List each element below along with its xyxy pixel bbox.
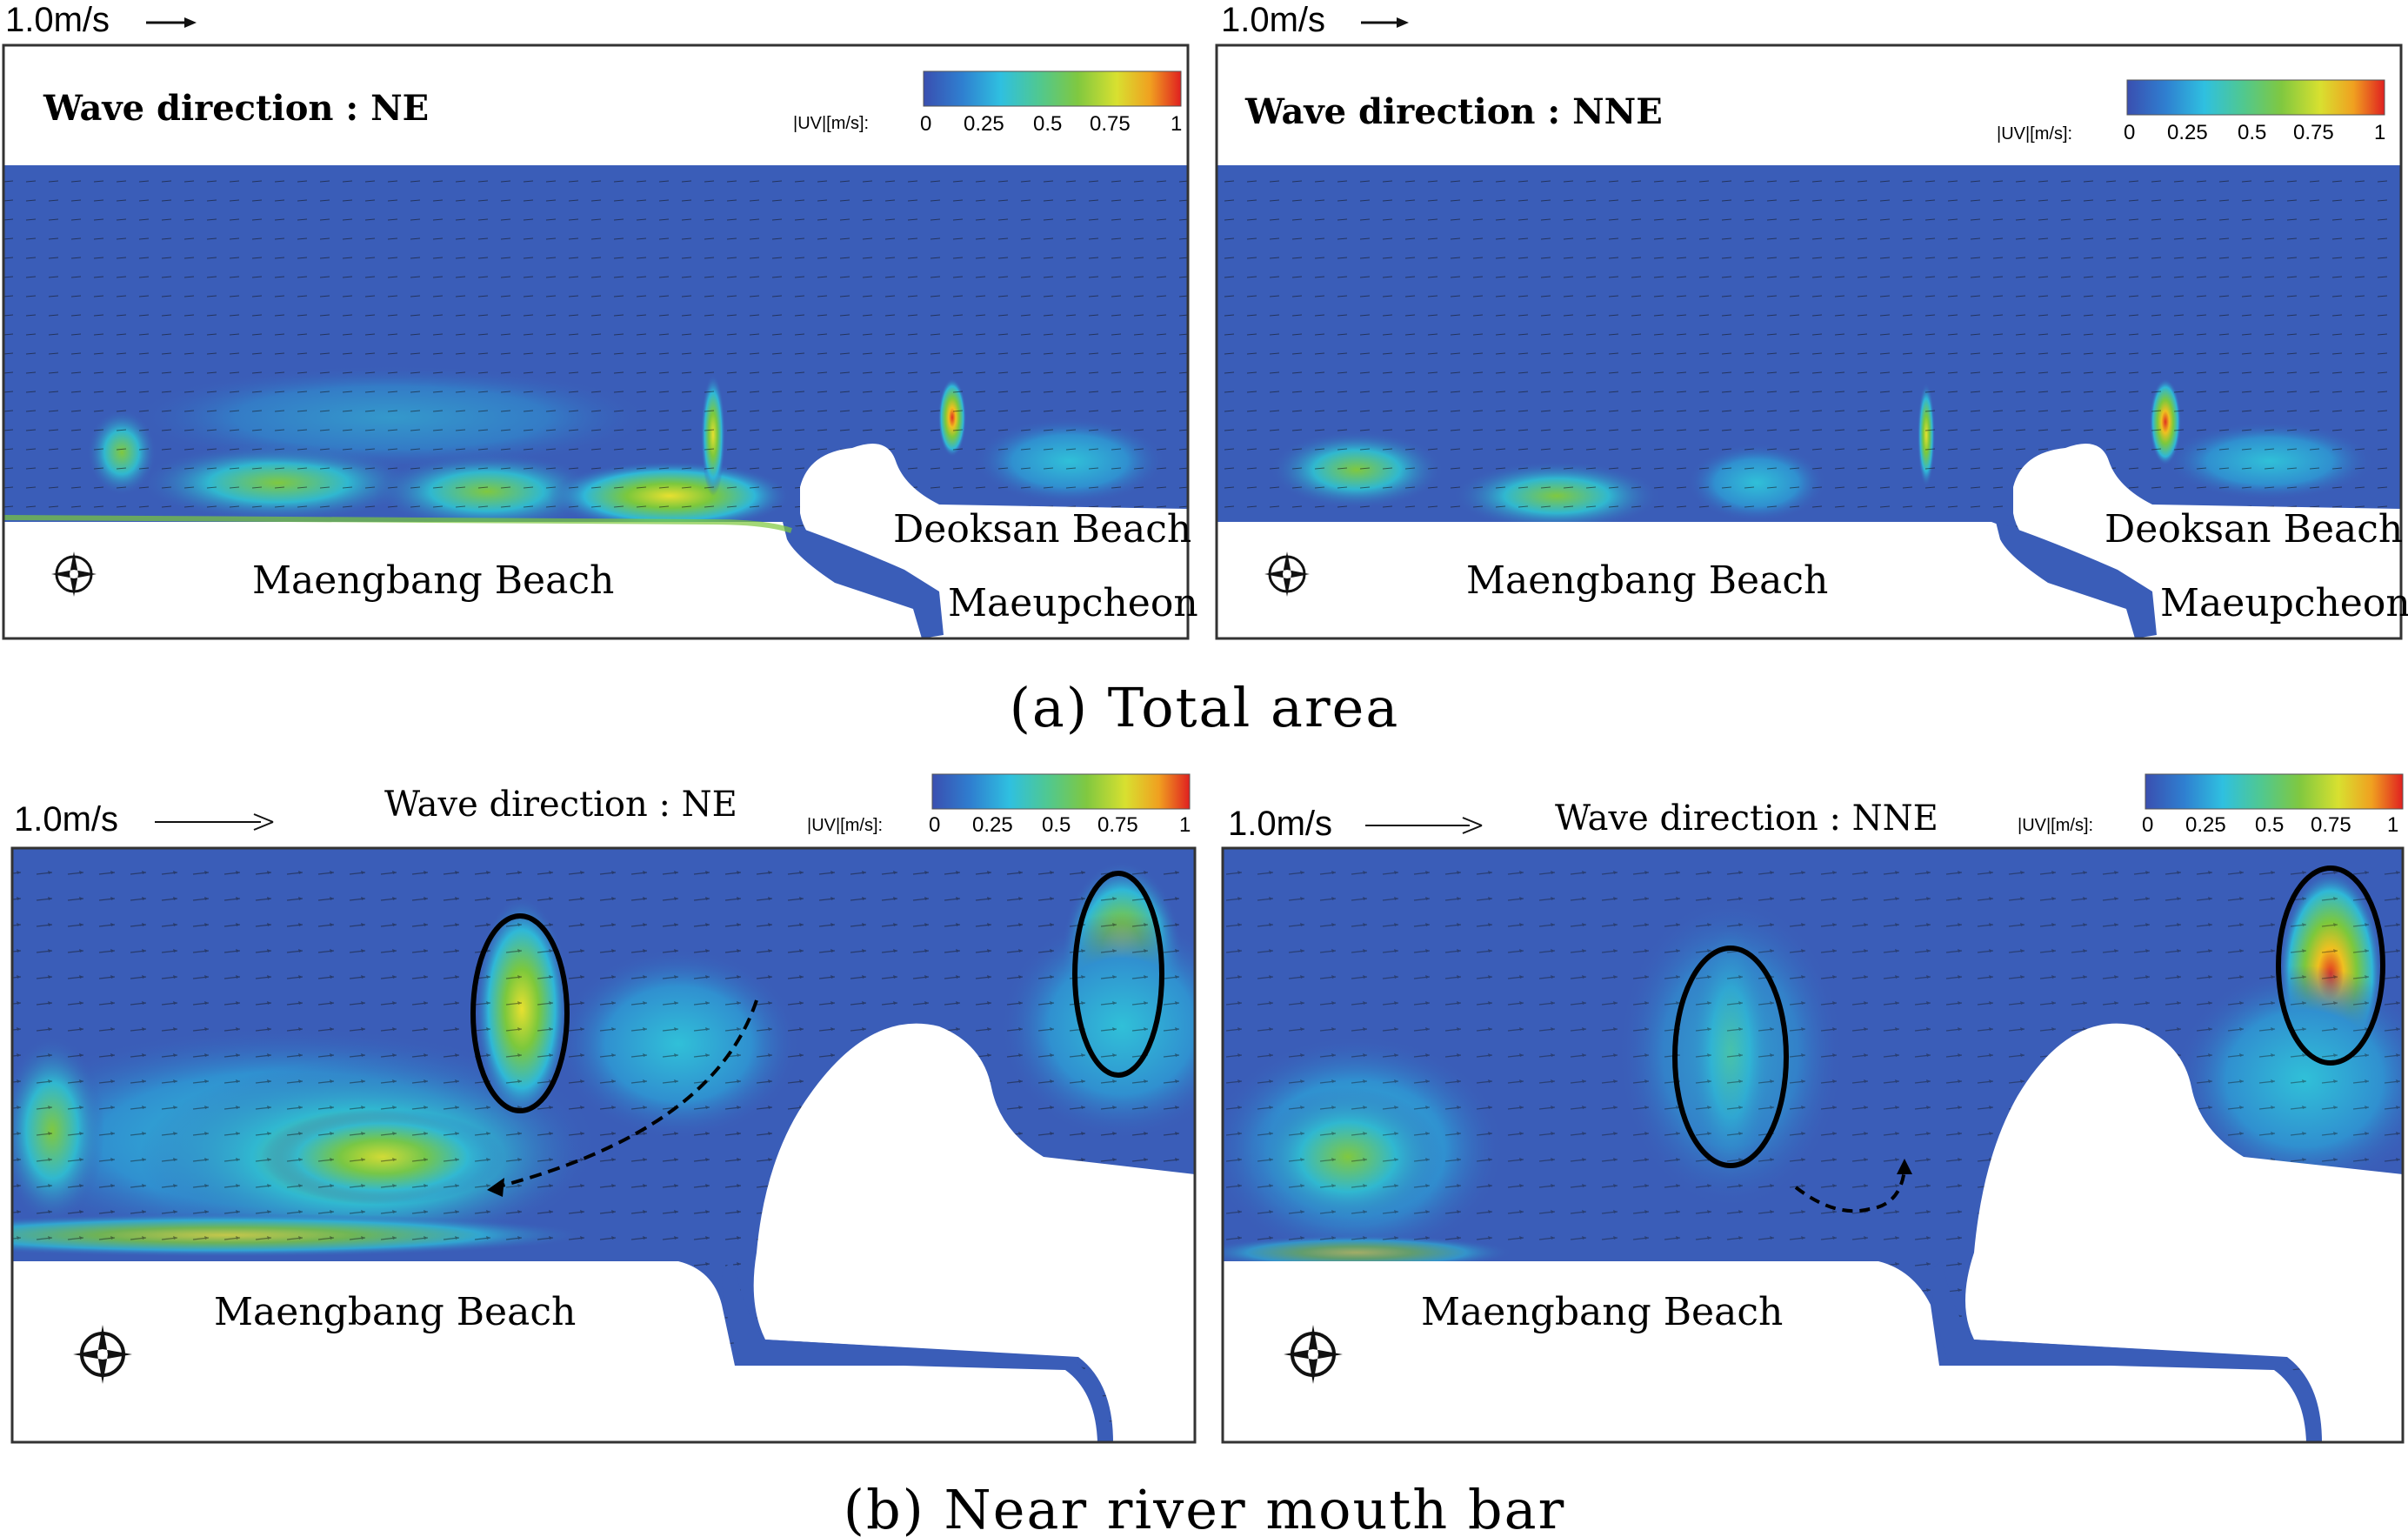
colorbar-tick: 1 (1179, 813, 1191, 837)
colorbar-tick: 0.5 (1042, 813, 1071, 837)
highlight-ellipse (1072, 871, 1164, 1078)
colorbar-tick: 0 (929, 813, 940, 837)
river-channel (783, 522, 944, 638)
colorbar-tick: 0.75 (2293, 121, 2334, 144)
river-channel (722, 1261, 1113, 1442)
highlight-ellipse (2276, 865, 2385, 1066)
scale-label: 1.0m/s (1228, 805, 1332, 843)
plot-frame (1221, 846, 2405, 1444)
place-label-maengbang: Maengbang Beach (1466, 558, 1828, 603)
compass-rose-icon (1264, 551, 1310, 597)
colorbar: |UV|[m/s]: 0 0.25 0.5 0.75 1 (2018, 773, 2404, 837)
colorbar-tick: 0.25 (964, 112, 1004, 136)
panel-a-right: 1.0m/s Wave direction : NNE |UV|[m/s]: 0… (1215, 1, 2408, 640)
compass-rose-icon (51, 551, 97, 597)
colorbar-tick: 0 (2142, 813, 2153, 837)
caption-a: (a) Total area (1010, 676, 1400, 739)
scale-label: 1.0m/s (14, 800, 118, 839)
place-label-maengbang: Maengbang Beach (1421, 1290, 1783, 1334)
wave-direction-label: Wave direction : NE (384, 785, 737, 825)
colorbar-tick: 0.25 (2167, 121, 2208, 144)
panel-b-right: 1.0m/s Wave direction : NNE |UV|[m/s]: 0… (1221, 773, 2405, 1444)
circulation-arrow (1794, 1169, 1906, 1213)
place-label-maengbang: Maengbang Beach (252, 558, 614, 603)
colorbar-tick: 0.75 (2311, 813, 2351, 837)
wave-direction-label: Wave direction : NNE (1244, 91, 1663, 132)
wave-direction-label: Wave direction : NNE (1555, 799, 1938, 839)
compass-rose-icon (1284, 1325, 1343, 1384)
colorbar-tick: 1 (2374, 121, 2385, 144)
colorbar: |UV|[m/s]: 0 0.25 0.5 0.75 1 (793, 70, 1182, 136)
colorbar-title: |UV|[m/s]: (807, 816, 883, 835)
colorbar: |UV|[m/s]: 0 0.25 0.5 0.75 1 (807, 773, 1191, 837)
scale-arrow: 1.0m/s (5, 1, 197, 39)
circulation-arrow (495, 999, 758, 1189)
colorbar-tick: 0.75 (1090, 112, 1131, 136)
colorbar-tick: 0.5 (2238, 121, 2266, 144)
scale-label: 1.0m/s (5, 1, 110, 39)
colorbar-tick: 0 (2124, 121, 2135, 144)
wave-direction-label: Wave direction : NE (43, 88, 429, 129)
panel-b-left: 1.0m/s Wave direction : NE |UV|[m/s]: 0 … (10, 773, 1197, 1444)
colorbar-tick: 0.5 (2255, 813, 2284, 837)
colorbar-title: |UV|[m/s]: (2018, 816, 2093, 835)
place-label-maeupcheon: Maeupcheon (2160, 581, 2408, 625)
caption-b: (b) Near river mouth bar (844, 1478, 1565, 1537)
land-area (12, 1261, 1106, 1442)
scale-label: 1.0m/s (1221, 1, 1325, 39)
plot-frame (10, 846, 1197, 1444)
colorbar-tick: 0.5 (1033, 112, 1062, 136)
plot-frame (1215, 43, 2403, 640)
place-label-deoksan: Deoksan Beach (2104, 507, 2403, 551)
colorbar-tick: 0.25 (972, 813, 1013, 837)
compass-rose-icon (73, 1325, 132, 1384)
colorbar-tick: 0.25 (2185, 813, 2226, 837)
colorbar-tick: 0.75 (1097, 813, 1138, 837)
highlight-ellipse (1672, 946, 1789, 1168)
colorbar-tick: 1 (2387, 813, 2398, 837)
scale-arrow: 1.0m/s (1228, 805, 1483, 843)
scale-arrow: 1.0m/s (1221, 1, 1409, 39)
highlight-ellipse (470, 913, 570, 1113)
colorbar-tick: 1 (1171, 112, 1182, 136)
land-area (3, 522, 1188, 638)
scale-arrow: 1.0m/s (14, 800, 274, 839)
place-label-deoksan: Deoksan Beach (893, 507, 1191, 551)
plot-frame (2, 43, 1190, 640)
colorbar-title: |UV|[m/s]: (793, 114, 869, 133)
panel-a-left: 1.0m/s Wave direction : NE (2, 1, 1198, 640)
colorbar: |UV|[m/s]: 0 0.25 0.5 0.75 1 (1997, 79, 2385, 144)
place-label-maeupcheon: Maeupcheon (948, 581, 1198, 625)
place-label-maengbang: Maengbang Beach (214, 1290, 576, 1334)
colorbar-tick: 0 (920, 112, 931, 136)
colorbar-title: |UV|[m/s]: (1997, 124, 2072, 144)
